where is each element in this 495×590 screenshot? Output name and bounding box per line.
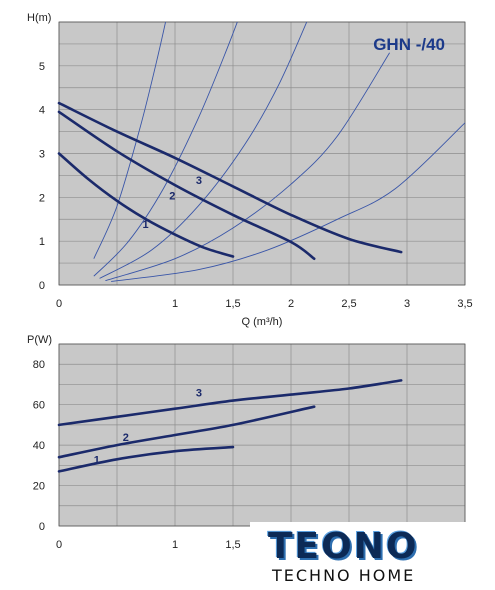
head-xtick-label: 3,5 bbox=[457, 298, 472, 310]
logo-tagline: TECHNO HOME bbox=[272, 566, 416, 585]
head-system-curve-4 bbox=[105, 52, 390, 282]
head-xtick-label: 0 bbox=[56, 298, 62, 310]
power-curve-label-2: 2 bbox=[123, 432, 129, 444]
power-ylabel: P(W) bbox=[27, 334, 52, 346]
logo-wordmark: TEONO bbox=[268, 526, 419, 567]
head-curve-label-1: 1 bbox=[143, 219, 149, 231]
head-xtick-label: 1,5 bbox=[225, 298, 240, 310]
head-flow-chart: 1 2 3 0 1 2 3 4 5 0 1 1,5 2 2,5 3 3,5 H(m) Q (m³/h) GHN -/… bbox=[27, 12, 473, 328]
teono-logo: TEONO TECHNO HOME bbox=[250, 522, 495, 590]
power-ytick-label: 60 bbox=[33, 400, 45, 412]
power-xtick-label: 1 bbox=[172, 539, 178, 551]
power-ytick-label: 0 bbox=[39, 521, 45, 533]
power-plot-area bbox=[59, 344, 465, 526]
head-ylabel: H(m) bbox=[27, 12, 51, 24]
power-series-2 bbox=[57, 405, 316, 459]
head-xtick-label: 1 bbox=[172, 298, 178, 310]
head-ytick-label: 4 bbox=[39, 105, 45, 117]
head-xlabel: Q (m³/h) bbox=[242, 316, 283, 328]
head-xtick-label: 2,5 bbox=[341, 298, 356, 310]
power-ytick-label: 20 bbox=[33, 481, 45, 493]
head-xtick-label: 3 bbox=[404, 298, 410, 310]
power-curve-label-1: 1 bbox=[94, 454, 100, 466]
head-system-curve-5 bbox=[111, 122, 465, 282]
power-ytick-label: 80 bbox=[33, 359, 45, 371]
head-system-curve-3 bbox=[99, 22, 308, 279]
head-series-3 bbox=[57, 101, 403, 254]
head-curve-label-3: 3 bbox=[196, 175, 202, 187]
power-curve-label-3: 3 bbox=[196, 388, 202, 400]
head-ytick-label: 1 bbox=[39, 236, 45, 248]
head-xtick-label: 2 bbox=[288, 298, 294, 310]
head-system-curve-1 bbox=[93, 22, 167, 259]
power-xtick-label: 1,5 bbox=[225, 539, 240, 551]
head-curve-label-2: 2 bbox=[169, 191, 175, 203]
head-series-2 bbox=[57, 110, 316, 260]
head-system-curve-2 bbox=[93, 22, 238, 277]
head-ytick-label: 5 bbox=[39, 61, 45, 73]
head-ytick-label: 2 bbox=[39, 192, 45, 204]
head-series-1 bbox=[57, 152, 235, 258]
power-ytick-label: 40 bbox=[33, 440, 45, 452]
power-xtick-label: 0 bbox=[56, 539, 62, 551]
head-ytick-label: 0 bbox=[39, 280, 45, 292]
power-series-3 bbox=[57, 379, 403, 427]
power-series-1 bbox=[57, 445, 235, 473]
head-ytick-label: 3 bbox=[39, 149, 45, 161]
head-title: GHN -/40 bbox=[373, 35, 445, 54]
